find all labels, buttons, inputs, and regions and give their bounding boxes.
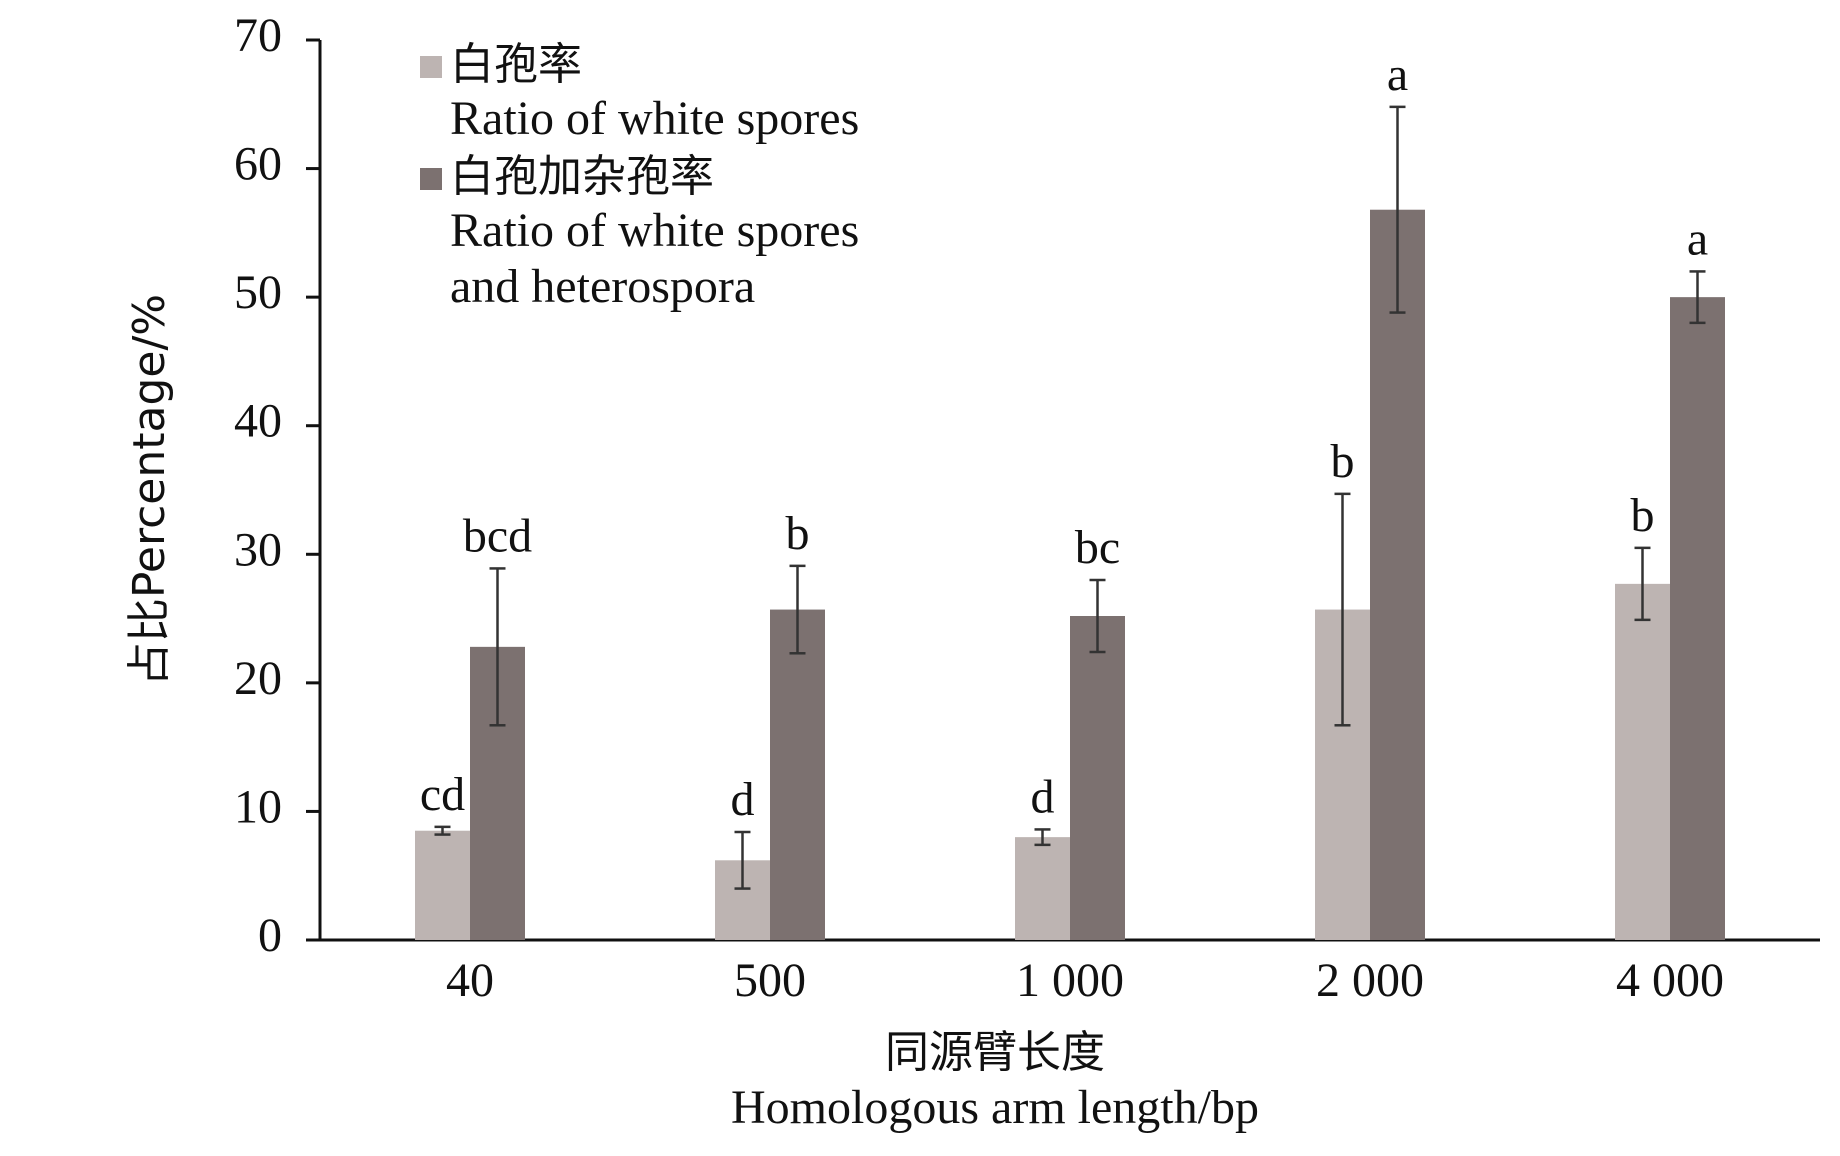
bar — [1670, 297, 1725, 941]
x-tick-label: 2 000 — [1316, 954, 1424, 1007]
bar — [1370, 209, 1425, 940]
y-tick-label: 70 — [234, 9, 282, 62]
x-tick-label: 4 000 — [1616, 954, 1724, 1007]
x-axis-label: Homologous arm length/bp — [731, 1081, 1259, 1134]
bar — [1615, 583, 1670, 940]
y-tick-label: 10 — [234, 780, 282, 833]
x-tick-label: 500 — [734, 954, 806, 1007]
legend-label: Ratio of white spores — [450, 92, 859, 145]
y-tick-label: 20 — [234, 652, 282, 705]
bar — [415, 830, 470, 940]
legend-label: Ratio of white spores — [450, 204, 859, 257]
significance-label: cd — [420, 768, 465, 821]
y-tick-label: 50 — [234, 266, 282, 319]
significance-label: b — [1331, 435, 1355, 488]
significance-label: a — [1387, 48, 1408, 101]
y-tick-label: 60 — [234, 138, 282, 191]
bar — [770, 609, 825, 940]
bar — [1015, 837, 1070, 940]
legend-label: 白孢率 — [450, 39, 582, 90]
legend-label: 白孢加杂孢率 — [450, 151, 714, 202]
significance-label: d — [1031, 770, 1055, 823]
significance-label: d — [731, 773, 755, 826]
legend-swatch — [420, 168, 442, 190]
x-axis-label: 同源臂长度 — [885, 1027, 1105, 1078]
x-tick-label: 1 000 — [1016, 954, 1124, 1007]
significance-label: b — [786, 507, 810, 560]
y-tick-label: 0 — [258, 909, 282, 962]
y-tick-label: 40 — [234, 395, 282, 448]
significance-label: a — [1687, 212, 1708, 265]
legend-swatch — [420, 56, 442, 78]
y-tick-label: 30 — [234, 523, 282, 576]
x-tick-label: 40 — [446, 954, 494, 1007]
legend-label: and heterospora — [450, 260, 755, 313]
significance-label: bc — [1075, 521, 1120, 574]
bar — [1070, 616, 1125, 940]
y-axis-label: 占比Percentage/% — [124, 294, 175, 686]
significance-label: b — [1631, 489, 1655, 542]
significance-label: bcd — [463, 509, 532, 562]
